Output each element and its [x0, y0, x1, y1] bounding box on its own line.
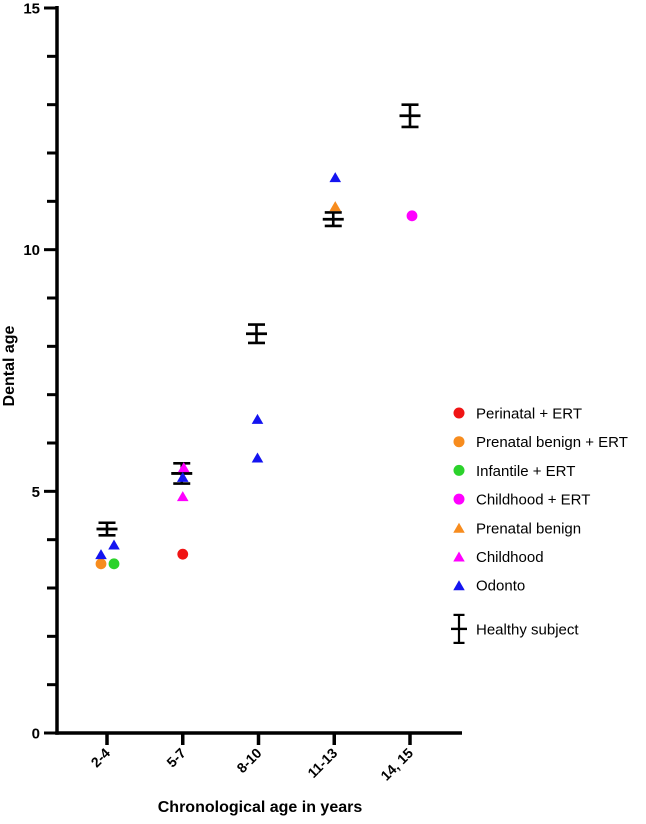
legend-marker — [453, 522, 465, 533]
data-point — [177, 462, 190, 473]
data-point — [95, 558, 107, 570]
legend-marker — [453, 551, 465, 562]
legend-marker — [453, 464, 465, 476]
legend-item: Childhood + ERT — [453, 492, 590, 509]
data-point — [329, 201, 342, 212]
data-point — [177, 548, 189, 560]
legend-marker — [453, 436, 465, 448]
legend: Perinatal + ERT Prenatal benign + ERT Infa… — [451, 406, 628, 645]
x-axis-title: Chronological age in years — [158, 799, 363, 816]
data-points — [95, 103, 421, 570]
legend-item: Odonto — [453, 578, 525, 595]
data-point — [108, 539, 120, 550]
y-tick-label: 5 — [32, 484, 40, 501]
legend-item: Prenatal benign — [453, 520, 581, 537]
legend-item: Healthy subject — [451, 613, 579, 645]
legend-label: Odonto — [476, 578, 525, 595]
error-bar — [399, 103, 421, 129]
legend-marker — [453, 493, 465, 505]
legend-marker — [453, 580, 465, 591]
legend-label: Childhood + ERT — [476, 492, 590, 509]
x-axis-ticks: 2-4 5-7 8-10 11-13 14, 15 — [87, 733, 416, 784]
data-point — [251, 452, 264, 463]
x-tick-label: 8-10 — [233, 745, 264, 776]
y-tick-label: 10 — [23, 242, 40, 259]
legend-label: Healthy subject — [476, 621, 579, 638]
legend-marker — [453, 407, 465, 419]
legend-marker — [451, 613, 467, 645]
legend-label: Childhood — [476, 549, 544, 566]
x-tick-label: 2-4 — [87, 745, 113, 771]
x-tick-label: 11-13 — [304, 745, 340, 781]
data-point — [108, 558, 120, 570]
data-point — [176, 491, 189, 502]
legend-item: Infantile + ERT — [453, 463, 575, 480]
data-point — [176, 471, 189, 482]
error-bar — [322, 211, 344, 228]
data-point — [95, 549, 107, 560]
legend-item: Perinatal + ERT — [453, 406, 582, 423]
data-point — [251, 413, 264, 424]
y-axis-ticks: 0 5 10 15 — [23, 1, 56, 743]
error-bar — [96, 521, 118, 537]
y-axis-title: Dental age — [1, 325, 18, 406]
x-tick-label: 14, 15 — [377, 745, 416, 784]
y-tick-label: 0 — [32, 726, 40, 743]
legend-label: Infantile + ERT — [476, 463, 575, 480]
x-tick-label: 5-7 — [163, 745, 189, 771]
legend-label: Prenatal benign — [476, 520, 581, 537]
y-tick-label: 15 — [23, 1, 40, 18]
data-point — [406, 210, 418, 222]
legend-item: Prenatal benign + ERT — [453, 434, 628, 451]
error-bar — [246, 323, 267, 345]
legend-item: Childhood — [453, 549, 544, 566]
legend-label: Perinatal + ERT — [476, 406, 582, 423]
legend-label: Prenatal benign + ERT — [476, 434, 628, 451]
data-point — [329, 172, 342, 183]
